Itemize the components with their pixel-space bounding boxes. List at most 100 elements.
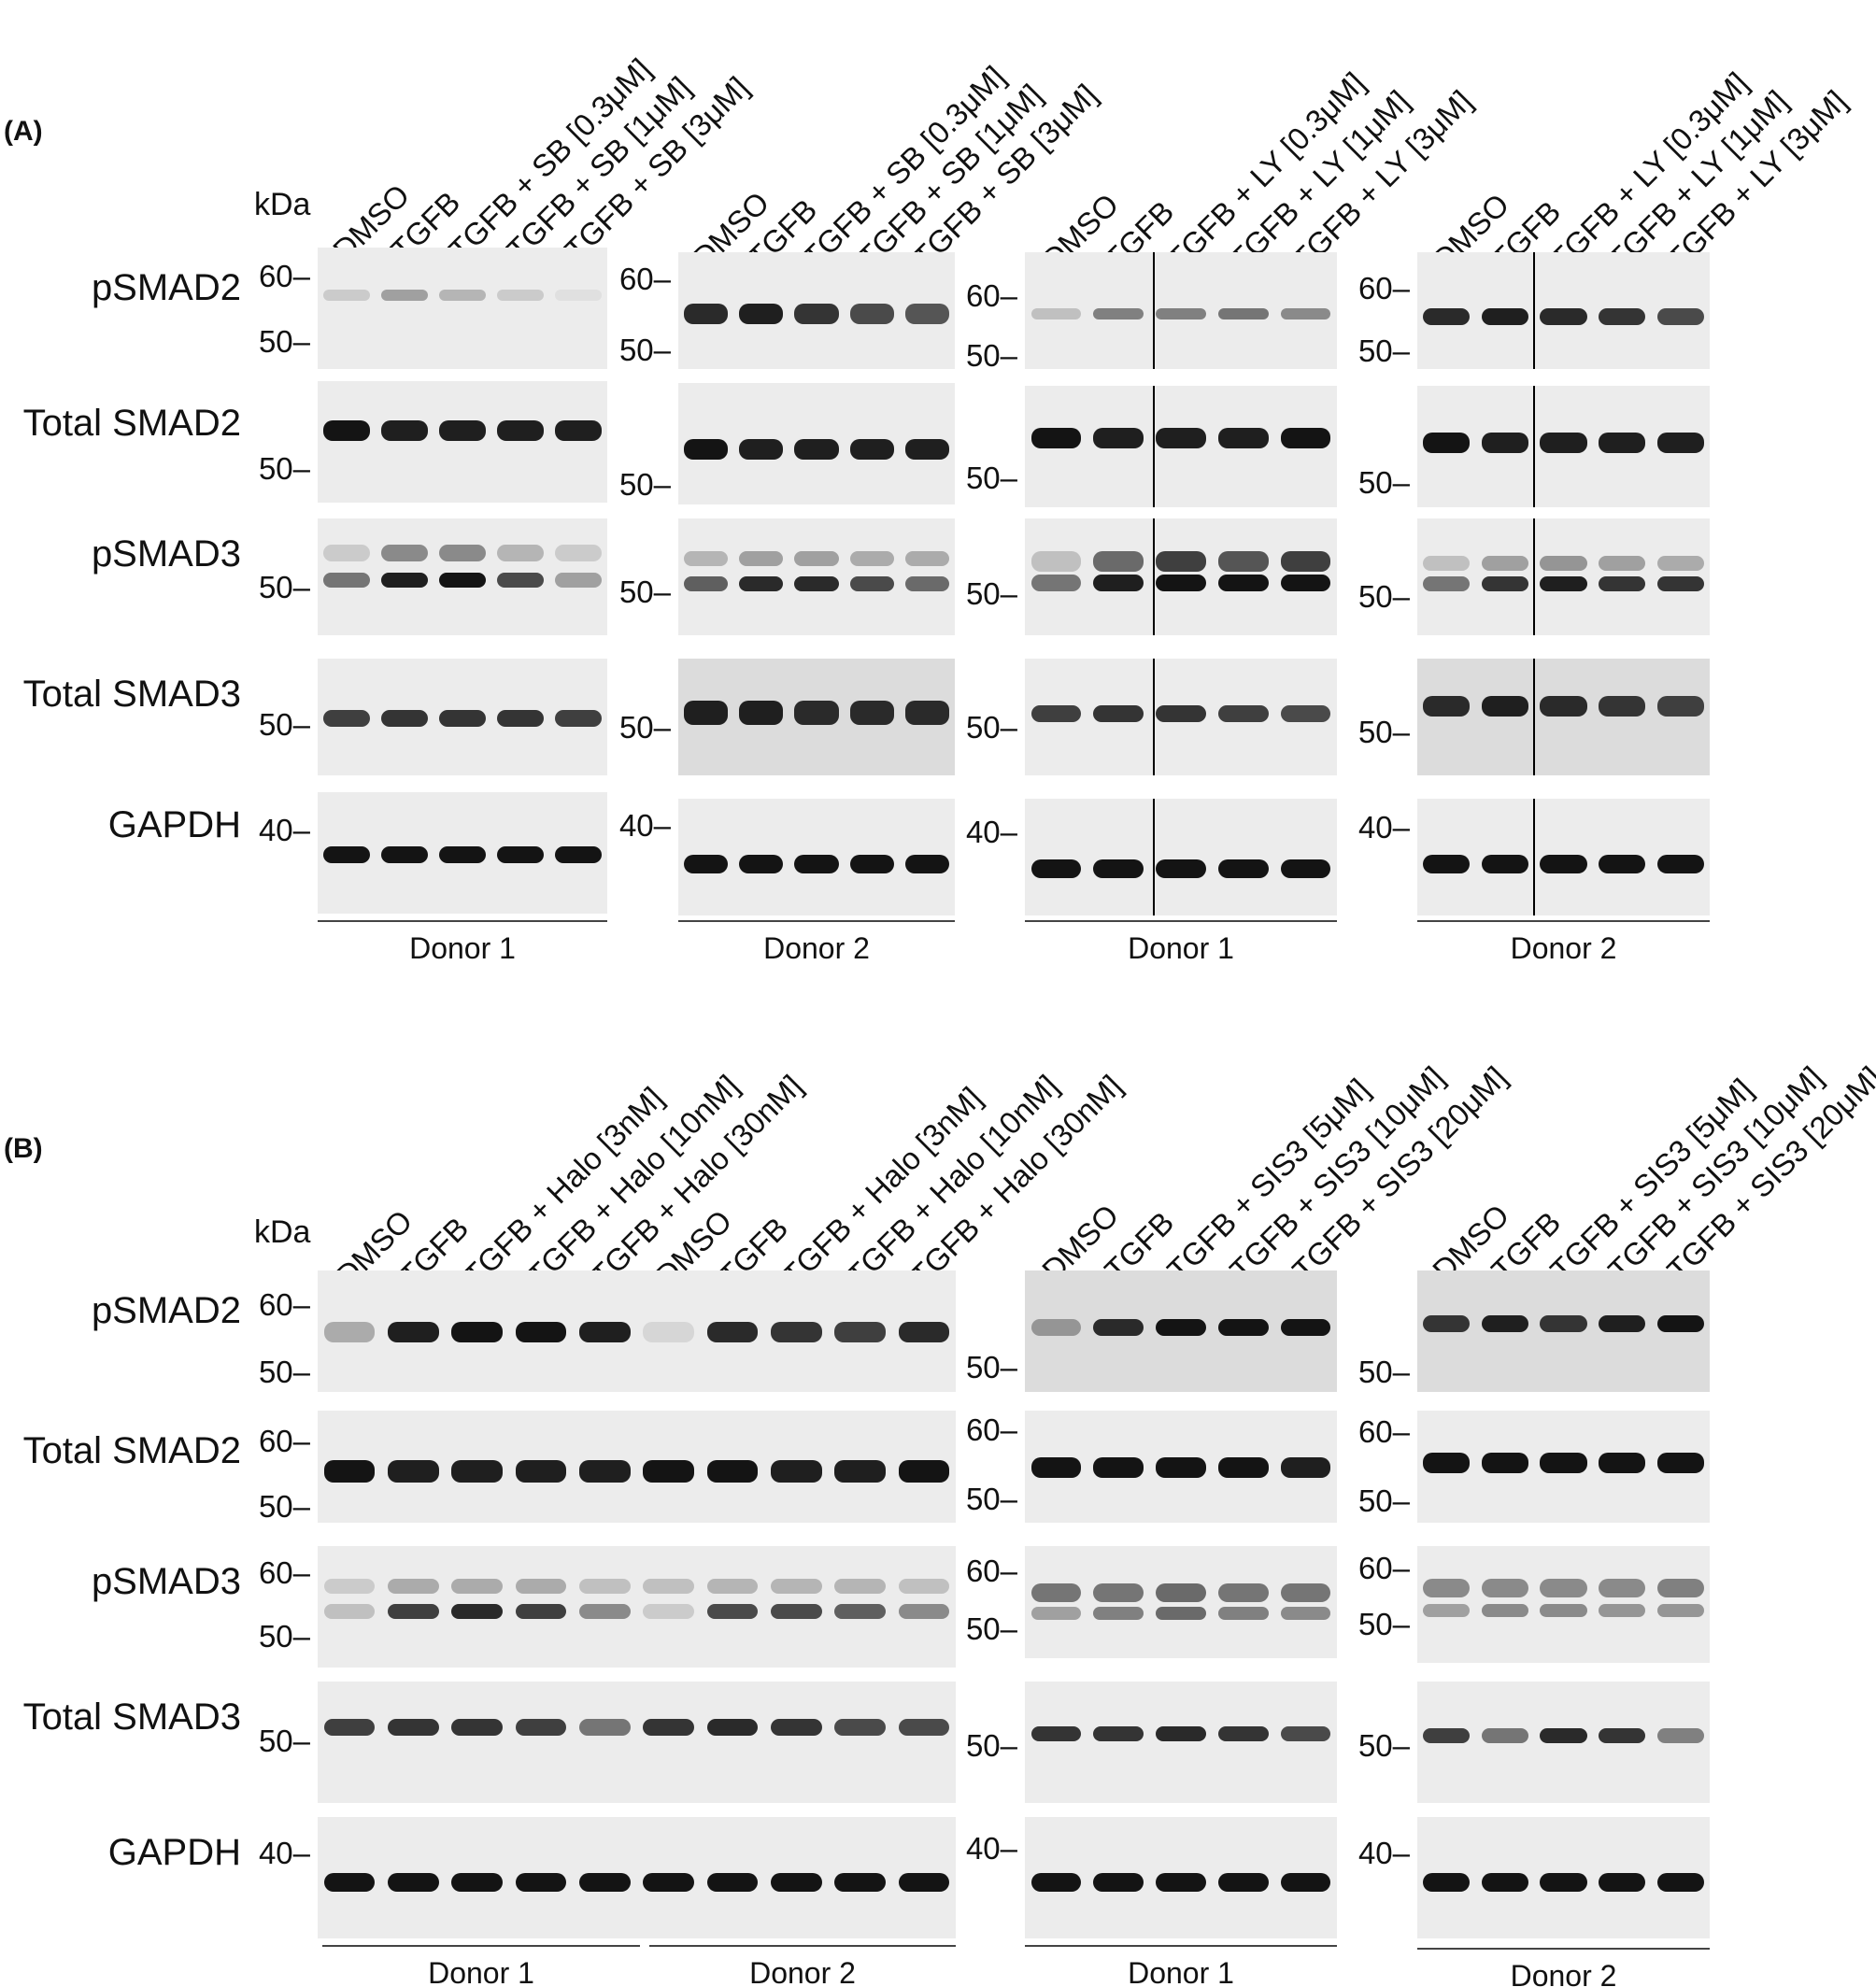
protein-band [388,1873,439,1892]
protein-band [1423,1315,1471,1332]
protein-band [323,1460,376,1483]
protein-band [1030,1319,1082,1336]
donor-underline [678,920,955,922]
protein-band [794,304,839,324]
protein-band [497,710,544,727]
mw-marker-t50: 50– [965,338,1017,373]
protein-band [1481,556,1528,571]
protein-band [381,545,428,561]
protein-band [770,1460,822,1483]
protein-band [834,1873,886,1892]
blot-total-smad2 [1025,1411,1337,1523]
blot-psmad2 [1417,1270,1710,1392]
protein-band [1540,1604,1587,1617]
blot-psmad2 [1025,1270,1337,1392]
donor-underline [1417,920,1710,922]
protein-band [451,1604,504,1619]
protein-band [898,1460,950,1483]
protein-band [1093,1607,1144,1620]
protein-band [834,1719,886,1736]
blot-psmad3 [678,518,955,635]
lane-divider [1533,659,1535,775]
protein-band [706,1604,759,1619]
protein-band [706,1460,759,1483]
mw-marker-t60: 60– [1357,271,1410,305]
protein-band [1093,1873,1144,1892]
protein-band [1280,1607,1331,1620]
protein-band [1156,551,1206,572]
protein-band [1093,705,1144,722]
mw-marker-t50: 50– [258,1355,310,1389]
protein-band [1599,433,1646,453]
donor-label: Donor 1 [1128,931,1234,965]
protein-band [515,1873,567,1892]
protein-band [898,1873,950,1892]
protein-band [643,1579,694,1594]
mw-marker-t50: 50– [618,467,671,502]
row-label-psmad2: pSMAD2 [91,267,241,308]
protein-band [1093,1319,1144,1336]
protein-band [1540,1873,1587,1892]
protein-band [1540,576,1587,591]
protein-band [683,701,729,725]
protein-band [1656,1579,1704,1597]
protein-band [579,1579,631,1594]
blot-gapdh [318,1817,956,1938]
mw-marker-t50: 50– [258,324,310,359]
protein-band [643,1322,694,1342]
protein-band [579,1873,631,1892]
protein-band [1030,859,1082,878]
protein-band [904,576,950,591]
protein-band [1030,551,1082,572]
mw-marker-t50: 50– [1357,715,1410,749]
protein-band [1093,308,1144,319]
donor-label: Donor 1 [1128,1956,1234,1987]
mw-marker-t40: 40– [965,1831,1017,1866]
protein-band [834,1322,886,1342]
mw-marker-t50: 50– [258,451,310,486]
protein-band [555,710,602,727]
protein-band [834,1460,886,1483]
protein-band [497,545,544,561]
protein-band [1280,1457,1331,1478]
blot-total-smad3 [1025,659,1337,775]
protein-band [1218,859,1269,878]
protein-band [497,573,544,588]
protein-band [1656,308,1704,325]
protein-band [1423,433,1471,453]
mw-marker-t50: 50– [618,333,671,367]
donor-underline [649,1945,956,1947]
blot-psmad2 [318,248,607,369]
mw-marker-t50: 50– [618,575,671,609]
protein-band [1280,1726,1331,1741]
protein-band [555,573,602,588]
protein-band [323,290,370,301]
mw-marker-t50: 50– [258,1489,310,1524]
mw-marker-t40: 40– [1357,1836,1410,1870]
protein-band [1030,705,1082,722]
blot-total-smad2 [1025,386,1337,507]
blot-total-smad3 [318,659,607,775]
protein-band [739,855,784,873]
row-label-psmad2: pSMAD2 [91,1290,241,1331]
protein-band [451,1322,504,1342]
protein-band [1540,556,1587,571]
protein-band [323,545,370,561]
protein-band [388,1322,439,1342]
row-label-total-smad2: Total SMAD2 [22,1430,241,1471]
protein-band [1540,1579,1587,1597]
blot-total-smad2 [1417,386,1710,507]
protein-band [1030,308,1082,319]
protein-band [1656,433,1704,453]
protein-band [904,855,950,873]
mw-marker-t40: 40– [1357,810,1410,844]
blot-psmad2 [678,252,955,369]
protein-band [1280,1583,1331,1602]
mw-marker-t60: 60– [1357,1414,1410,1449]
mw-marker-t50: 50– [1357,1728,1410,1763]
protein-band [1540,1728,1587,1743]
protein-band [1156,575,1206,591]
protein-band [451,1579,504,1594]
protein-band [323,1322,376,1342]
